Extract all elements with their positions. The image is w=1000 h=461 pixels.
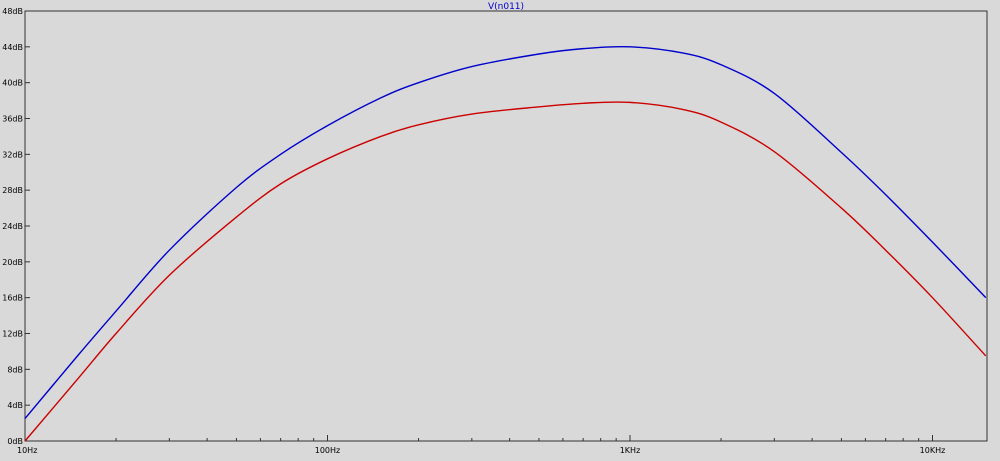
x-axis: 10Hz 100Hz 1KHz 10KHz	[17, 435, 945, 455]
series-line-1	[24, 45, 987, 420]
y-tick-label: 0dB	[7, 437, 23, 446]
y-tick-label: 48dB	[2, 7, 23, 16]
x-tick-label: 1KHz	[620, 446, 641, 455]
series-layer	[24, 45, 987, 442]
y-tick-label: 32dB	[2, 150, 23, 159]
y-tick-label: 28dB	[2, 186, 23, 195]
y-tick-label: 24dB	[2, 222, 23, 231]
y-tick-label: 16dB	[2, 294, 23, 303]
x-minor-ticks	[115, 438, 920, 441]
x-tick-label: 10KHz	[920, 446, 946, 455]
series-line-2	[24, 101, 987, 442]
x-tick-label: 100Hz	[315, 446, 340, 455]
y-tick-label: 44dB	[2, 43, 23, 52]
y-tick-label: 40dB	[2, 79, 23, 88]
plot-background	[24, 10, 988, 442]
y-tick-label: 4dB	[7, 401, 23, 410]
y-axis: 0dB 4dB 8dB 12dB 16dB 20dB 24dB 28dB 32dB 36dB 40d…	[2, 7, 30, 446]
chart-title: V(n011)	[488, 2, 524, 12]
y-tick-label: 36dB	[2, 115, 23, 124]
y-tick-label: 12dB	[2, 330, 23, 339]
y-tick-label: 8dB	[7, 365, 23, 374]
y-tick-label: 20dB	[2, 258, 23, 267]
x-tick-label: 10Hz	[17, 446, 37, 455]
